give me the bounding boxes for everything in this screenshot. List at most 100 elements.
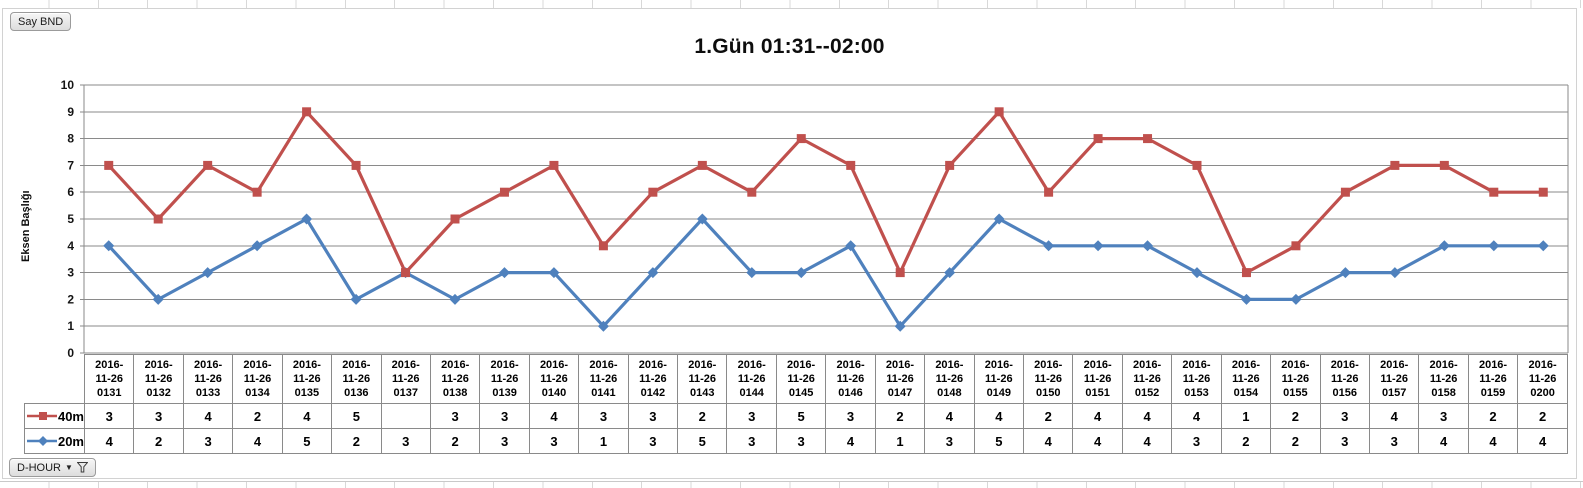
category-header-cell: 2016- 11-26 0141 xyxy=(578,354,629,404)
category-header-cell: 2016- 11-26 0159 xyxy=(1467,354,1519,404)
data-point-marker-40m xyxy=(1291,241,1301,251)
data-point-marker-20m xyxy=(103,240,115,252)
category-header-cell: 2016- 11-26 0133 xyxy=(182,354,234,404)
data-point-marker-40m xyxy=(1192,160,1202,170)
value-cell-40m: 3 xyxy=(83,403,135,429)
data-point-marker-20m xyxy=(1438,240,1450,252)
data-point-marker-40m xyxy=(945,160,955,170)
y-tick-label: 10 xyxy=(61,78,75,92)
data-point-marker-40m xyxy=(252,187,262,197)
category-header-cell: 2016- 11-26 0132 xyxy=(133,354,184,404)
data-point-marker-40m xyxy=(1439,160,1449,170)
value-cell-20m: 3 xyxy=(182,428,234,454)
series-row-40m: 40m 3 3 4 2 4 5 3 3 4 3 3 2 3 5 3 2 4 4 2 4 4 4 1 2 3 4 3 2 2 xyxy=(24,403,1568,429)
value-cell-40m: 3 xyxy=(133,403,184,429)
value-cell-20m: 4 xyxy=(1072,428,1123,454)
category-header-cell: 2016- 11-26 0155 xyxy=(1270,354,1321,404)
data-point-marker-20m xyxy=(597,320,609,332)
data-point-marker-20m xyxy=(152,293,164,305)
category-header-cell: 2016- 11-26 0131 xyxy=(83,354,135,404)
data-point-marker-20m xyxy=(301,213,313,225)
category-header-cell: 2016- 11-26 0135 xyxy=(281,354,333,404)
value-cell-20m: 3 xyxy=(479,428,530,454)
value-field-button[interactable]: Say BND xyxy=(10,12,72,31)
data-point-marker-20m xyxy=(202,267,214,279)
data-point-marker-40m xyxy=(203,160,213,170)
category-header-cell: 2016- 11-26 0157 xyxy=(1368,354,1420,404)
worksheet-gridlines-bottom xyxy=(0,481,1583,488)
data-point-marker-40m xyxy=(747,187,757,197)
series-line-40m xyxy=(107,110,1545,275)
value-cell-40m: 4 xyxy=(281,403,333,429)
data-point-marker-40m xyxy=(1143,134,1153,144)
y-tick-label: 9 xyxy=(67,105,74,119)
data-point-marker-20m xyxy=(696,213,708,225)
category-header-cell: 2016- 11-26 0143 xyxy=(677,354,728,404)
category-header-cell: 2016- 11-26 0144 xyxy=(726,354,777,404)
data-point-marker-20m xyxy=(350,293,362,305)
value-cell-40m: 4 xyxy=(1072,403,1123,429)
category-header-row: 2016- 11-26 0131 2016- 11-26 0132 2016- 11… xyxy=(25,354,1568,404)
category-header-cell: 2016- 11-26 0158 xyxy=(1418,354,1469,404)
series-row-20m: 20m 4 2 3 4 5 2 3 2 3 3 1 3 5 3 3 4 1 3 5 4 4 4 3 2 2 3 3 4 4 4 xyxy=(24,428,1568,454)
value-cell-40m: 4 xyxy=(924,403,975,429)
data-point-marker-40m xyxy=(499,187,509,197)
dropdown-arrow-icon: ▼ xyxy=(65,462,73,472)
value-field-button-label: Say BND xyxy=(18,15,64,28)
value-cell-40m: 4 xyxy=(1171,403,1222,429)
value-cell-40m: 5 xyxy=(775,403,827,429)
value-cell-40m: 2 xyxy=(1023,403,1074,429)
value-cell-40m: 2 xyxy=(874,403,926,429)
value-cell-20m: 2 xyxy=(331,428,382,454)
series-line-20m xyxy=(107,217,1545,328)
filter-icon xyxy=(76,462,88,473)
data-point-marker-20m xyxy=(845,240,857,252)
value-cell-40m: 3 xyxy=(627,403,679,429)
data-point-marker-40m xyxy=(450,214,460,224)
category-header-cell: 2016- 11-26 0136 xyxy=(331,354,382,404)
value-cell-40m: 4 xyxy=(1121,403,1173,429)
data-point-marker-40m xyxy=(994,107,1004,117)
series-name-label: 40m xyxy=(57,408,84,424)
value-cell-20m: 3 xyxy=(627,428,679,454)
value-cell-40m: 3 xyxy=(578,403,629,429)
value-cell-20m: 4 xyxy=(1023,428,1074,454)
data-point-marker-40m xyxy=(153,214,163,224)
value-cell-20m: 3 xyxy=(775,428,827,454)
value-cell-40m: 2 xyxy=(232,403,283,429)
table-corner-cell xyxy=(25,355,85,404)
data-point-marker-20m xyxy=(944,267,956,279)
y-tick-label: 3 xyxy=(67,266,74,280)
value-cell-40m: 3 xyxy=(726,403,777,429)
category-header-cell: 2016- 11-26 0148 xyxy=(924,354,975,404)
value-cell-20m: 2 xyxy=(429,428,481,454)
value-cell-20m: 4 xyxy=(1121,428,1173,454)
data-point-marker-40m xyxy=(1340,187,1350,197)
data-point-marker-40m xyxy=(549,160,559,170)
series-name-label: 20m xyxy=(57,433,84,449)
data-point-marker-40m xyxy=(598,241,608,251)
value-cell-20m: 1 xyxy=(578,428,629,454)
value-cell-40m: 4 xyxy=(182,403,234,429)
data-point-marker-40m xyxy=(1093,134,1103,144)
value-cell-40m: 4 xyxy=(528,403,580,429)
data-point-marker-40m xyxy=(302,107,312,117)
data-point-marker-40m xyxy=(1538,187,1548,197)
value-cell-20m: 3 xyxy=(726,428,777,454)
value-cell-20m: 5 xyxy=(677,428,728,454)
value-cell-20m: 3 xyxy=(1171,428,1222,454)
value-cell-20m: 2 xyxy=(1220,428,1272,454)
value-cell-20m: 4 xyxy=(83,428,135,454)
data-point-marker-20m xyxy=(1092,240,1104,252)
data-point-marker-40m xyxy=(846,160,856,170)
category-header-cell: 2016- 11-26 0147 xyxy=(874,354,926,404)
category-header-cell: 2016- 11-26 0138 xyxy=(429,354,481,404)
value-cell-20m: 2 xyxy=(133,428,184,454)
value-cell-40m: 2 xyxy=(1270,403,1321,429)
axis-field-button[interactable]: D-HOUR ▼ xyxy=(9,458,96,477)
data-point-marker-20m xyxy=(1142,240,1154,252)
value-cell-40m: 3 xyxy=(1319,403,1370,429)
diamond-marker-icon xyxy=(27,436,57,446)
value-cell-20m: 4 xyxy=(1517,428,1568,454)
value-cell-40m: 3 xyxy=(825,403,876,429)
